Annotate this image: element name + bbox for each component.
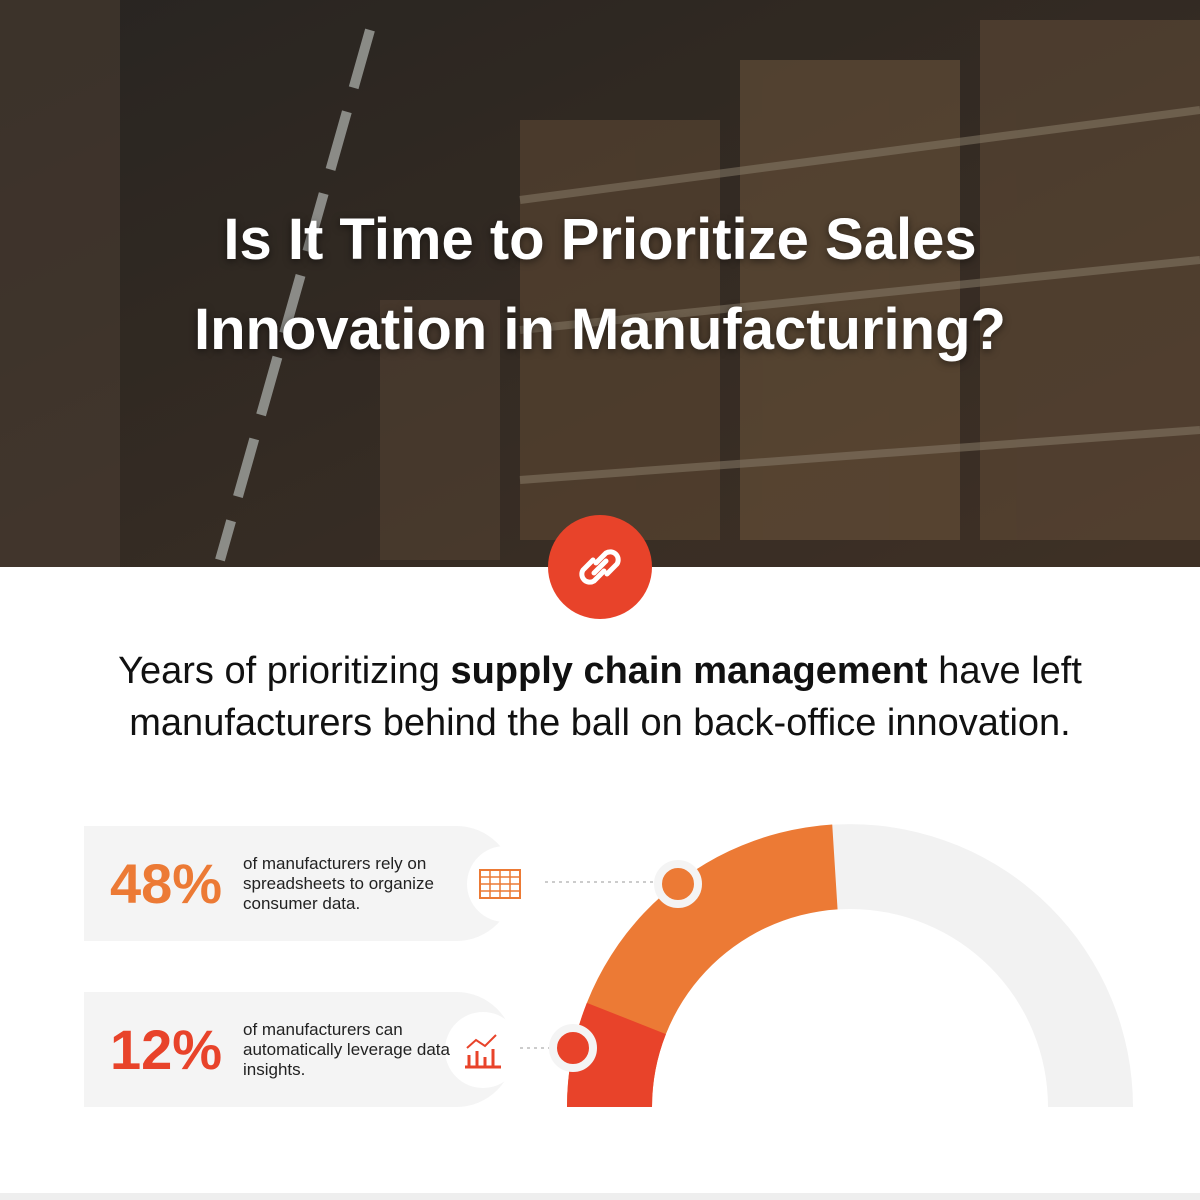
hero-image	[0, 0, 1200, 619]
stat-card	[84, 992, 514, 1107]
intro-bold: supply chain management	[450, 650, 928, 692]
stat-description: of manufacturers rely on spreadsheets to…	[243, 854, 434, 913]
stat-value: 48%	[110, 852, 223, 915]
stat-card	[84, 826, 514, 941]
intro: Years of prioritizing supply chain manag…	[100, 645, 1100, 749]
title: Is It Time to Prioritize Sales Innovatio…	[194, 207, 1006, 362]
stat-value: 12%	[110, 1018, 223, 1081]
intro-text: Years of prioritizing	[118, 650, 440, 692]
intro-text: have left manufacturers behind the ball …	[129, 650, 1082, 744]
stat-description: of manufacturers can automatically lever…	[243, 1020, 450, 1079]
gauge-segment	[567, 1002, 666, 1107]
